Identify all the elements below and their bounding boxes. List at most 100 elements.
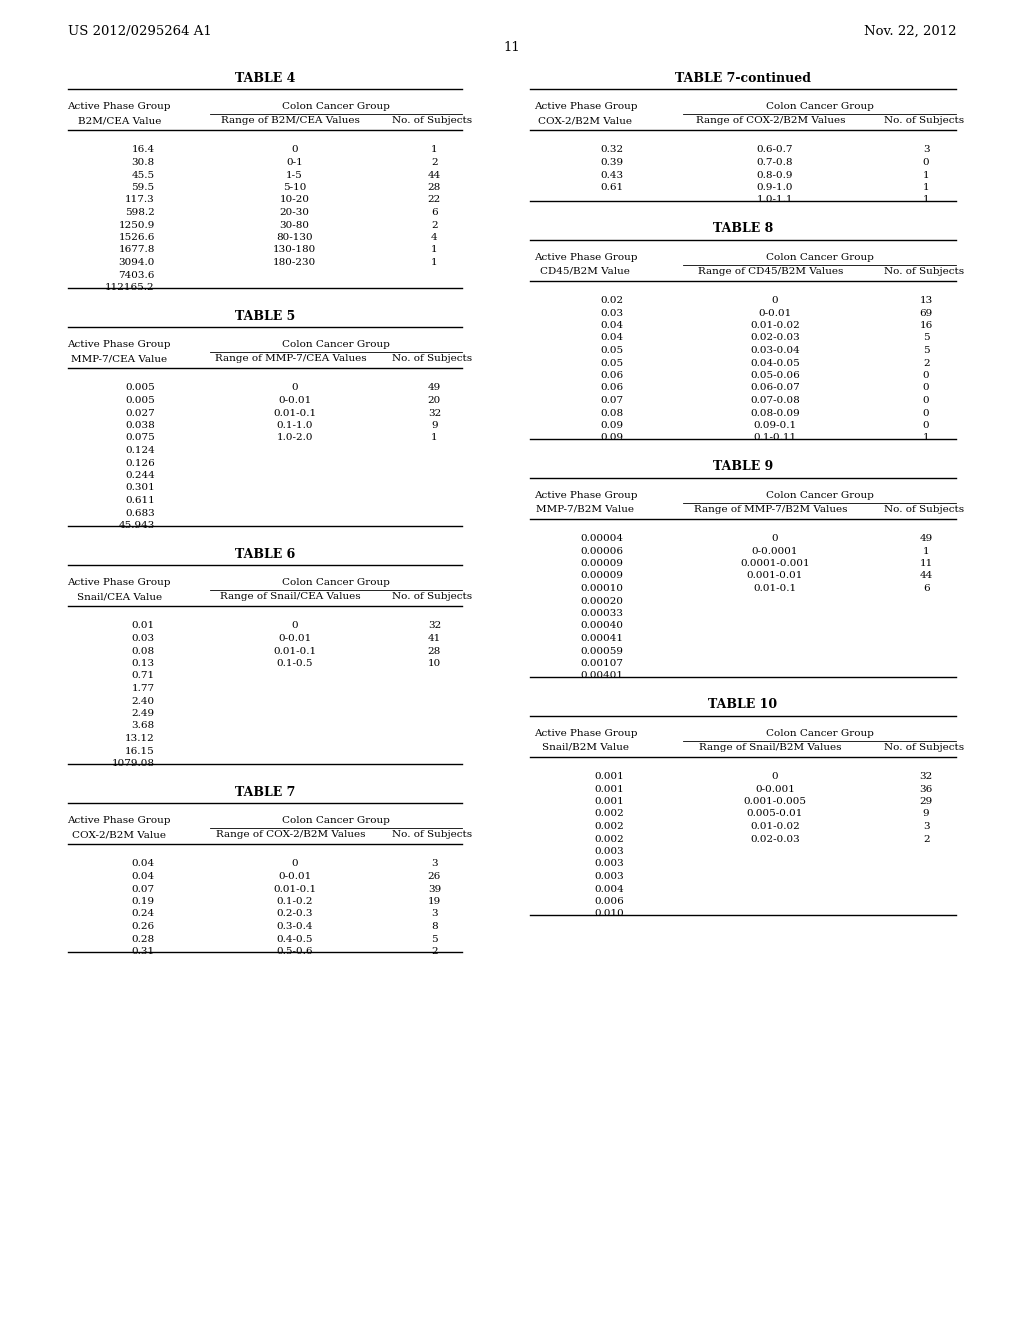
Text: 0.13: 0.13 <box>131 659 155 668</box>
Text: 0.00010: 0.00010 <box>581 583 624 593</box>
Text: 45.943: 45.943 <box>119 521 155 531</box>
Text: No. of Subjects: No. of Subjects <box>392 591 472 601</box>
Text: Range of COX-2/B2M Values: Range of COX-2/B2M Values <box>696 116 846 125</box>
Text: 0.00401: 0.00401 <box>581 672 624 681</box>
Text: 0.00009: 0.00009 <box>581 558 624 568</box>
Text: Range of MMP-7/B2M Values: Range of MMP-7/B2M Values <box>694 504 848 513</box>
Text: 0.1-0.11: 0.1-0.11 <box>754 433 797 442</box>
Text: 0.010: 0.010 <box>594 909 624 919</box>
Text: 0.09: 0.09 <box>601 421 624 430</box>
Text: 0.01-0.02: 0.01-0.02 <box>750 321 800 330</box>
Text: 0.126: 0.126 <box>125 458 155 467</box>
Text: 0.04: 0.04 <box>131 859 155 869</box>
Text: 5-10: 5-10 <box>283 183 306 191</box>
Text: 0.1-0.2: 0.1-0.2 <box>276 898 312 906</box>
Text: 1.0-2.0: 1.0-2.0 <box>276 433 312 442</box>
Text: 0: 0 <box>291 859 298 869</box>
Text: 3: 3 <box>431 909 437 919</box>
Text: 0.027: 0.027 <box>125 408 155 417</box>
Text: 0: 0 <box>923 421 930 430</box>
Text: 0.038: 0.038 <box>125 421 155 430</box>
Text: No. of Subjects: No. of Subjects <box>392 354 472 363</box>
Text: 117.3: 117.3 <box>125 195 155 205</box>
Text: US 2012/0295264 A1: US 2012/0295264 A1 <box>68 25 212 38</box>
Text: 1250.9: 1250.9 <box>119 220 155 230</box>
Text: 0.003: 0.003 <box>594 873 624 880</box>
Text: 0: 0 <box>923 371 930 380</box>
Text: 5: 5 <box>923 334 930 342</box>
Text: 1677.8: 1677.8 <box>119 246 155 255</box>
Text: 0.01-0.1: 0.01-0.1 <box>754 583 797 593</box>
Text: TABLE 10: TABLE 10 <box>709 698 777 711</box>
Text: 0-1: 0-1 <box>286 158 303 168</box>
Text: 0.03: 0.03 <box>601 309 624 318</box>
Text: 20-30: 20-30 <box>280 209 309 216</box>
Text: 1: 1 <box>431 145 437 154</box>
Text: 0.04: 0.04 <box>601 334 624 342</box>
Text: 0.005: 0.005 <box>125 396 155 405</box>
Text: 2: 2 <box>431 946 437 956</box>
Text: 26: 26 <box>428 873 441 880</box>
Text: 0.71: 0.71 <box>131 672 155 681</box>
Text: No. of Subjects: No. of Subjects <box>392 830 472 840</box>
Text: 41: 41 <box>428 634 441 643</box>
Text: 0.001-0.005: 0.001-0.005 <box>743 797 807 807</box>
Text: No. of Subjects: No. of Subjects <box>392 116 472 125</box>
Text: 0.01-0.1: 0.01-0.1 <box>273 647 316 656</box>
Text: 598.2: 598.2 <box>125 209 155 216</box>
Text: Active Phase Group: Active Phase Group <box>534 729 637 738</box>
Text: No. of Subjects: No. of Subjects <box>884 267 965 276</box>
Text: 0.04-0.05: 0.04-0.05 <box>750 359 800 367</box>
Text: 20: 20 <box>428 396 441 405</box>
Text: 16: 16 <box>920 321 933 330</box>
Text: 0.00006: 0.00006 <box>581 546 624 556</box>
Text: 1: 1 <box>431 246 437 255</box>
Text: 0.002: 0.002 <box>594 822 624 832</box>
Text: 0.00033: 0.00033 <box>581 609 624 618</box>
Text: 0.5-0.6: 0.5-0.6 <box>276 946 312 956</box>
Text: 80-130: 80-130 <box>276 234 313 242</box>
Text: 19: 19 <box>428 898 441 906</box>
Text: 0.08: 0.08 <box>131 647 155 656</box>
Text: Nov. 22, 2012: Nov. 22, 2012 <box>863 25 956 38</box>
Text: 0.19: 0.19 <box>131 898 155 906</box>
Text: 0.7-0.8: 0.7-0.8 <box>757 158 794 168</box>
Text: No. of Subjects: No. of Subjects <box>884 504 965 513</box>
Text: TABLE 6: TABLE 6 <box>234 548 295 561</box>
Text: 0.04: 0.04 <box>131 873 155 880</box>
Text: 44: 44 <box>428 170 441 180</box>
Text: 2: 2 <box>923 834 930 843</box>
Text: 13: 13 <box>920 296 933 305</box>
Text: 0.00059: 0.00059 <box>581 647 624 656</box>
Text: 0.04: 0.04 <box>601 321 624 330</box>
Text: Colon Cancer Group: Colon Cancer Group <box>282 102 390 111</box>
Text: 180-230: 180-230 <box>273 257 316 267</box>
Text: 0.07: 0.07 <box>601 396 624 405</box>
Text: 0.301: 0.301 <box>125 483 155 492</box>
Text: 9: 9 <box>431 421 437 430</box>
Text: 0.075: 0.075 <box>125 433 155 442</box>
Text: TABLE 7-continued: TABLE 7-continued <box>675 73 811 84</box>
Text: 10-20: 10-20 <box>280 195 309 205</box>
Text: 0: 0 <box>772 296 778 305</box>
Text: 32: 32 <box>920 772 933 781</box>
Text: Active Phase Group: Active Phase Group <box>534 252 637 261</box>
Text: Range of COX-2/B2M Values: Range of COX-2/B2M Values <box>216 830 366 840</box>
Text: 1: 1 <box>923 170 930 180</box>
Text: 0-0.01: 0-0.01 <box>278 873 311 880</box>
Text: 3: 3 <box>431 859 437 869</box>
Text: 0.00040: 0.00040 <box>581 622 624 631</box>
Text: MMP-7/CEA Value: MMP-7/CEA Value <box>71 354 167 363</box>
Text: TABLE 4: TABLE 4 <box>234 73 295 84</box>
Text: 0-0.0001: 0-0.0001 <box>752 546 798 556</box>
Text: Colon Cancer Group: Colon Cancer Group <box>766 252 873 261</box>
Text: 6: 6 <box>923 583 930 593</box>
Text: TABLE 9: TABLE 9 <box>713 461 773 474</box>
Text: Active Phase Group: Active Phase Group <box>68 341 171 348</box>
Text: 112165.2: 112165.2 <box>105 282 155 292</box>
Text: 0.683: 0.683 <box>125 508 155 517</box>
Text: Range of Snail/B2M Values: Range of Snail/B2M Values <box>699 742 842 751</box>
Text: 0.09-0.1: 0.09-0.1 <box>754 421 797 430</box>
Text: 2.40: 2.40 <box>131 697 155 705</box>
Text: 0.004: 0.004 <box>594 884 624 894</box>
